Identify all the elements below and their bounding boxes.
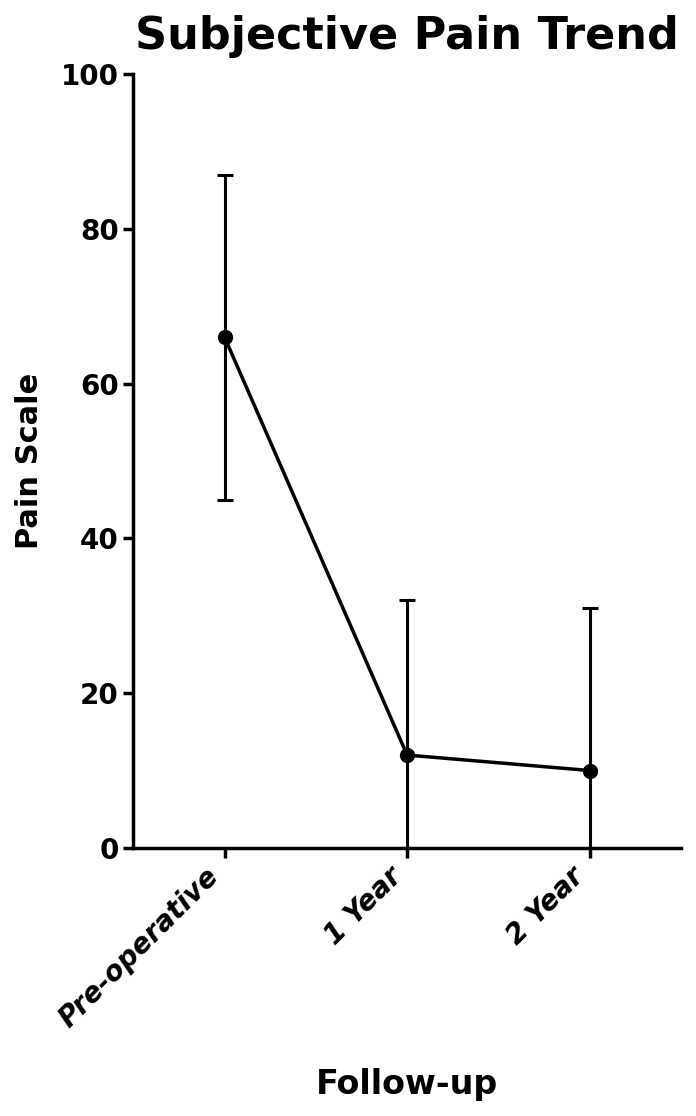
- X-axis label: Follow-up: Follow-up: [316, 1068, 498, 1101]
- Y-axis label: Pain Scale: Pain Scale: [15, 373, 44, 549]
- Title: Subjective Pain Trend: Subjective Pain Trend: [135, 15, 679, 58]
